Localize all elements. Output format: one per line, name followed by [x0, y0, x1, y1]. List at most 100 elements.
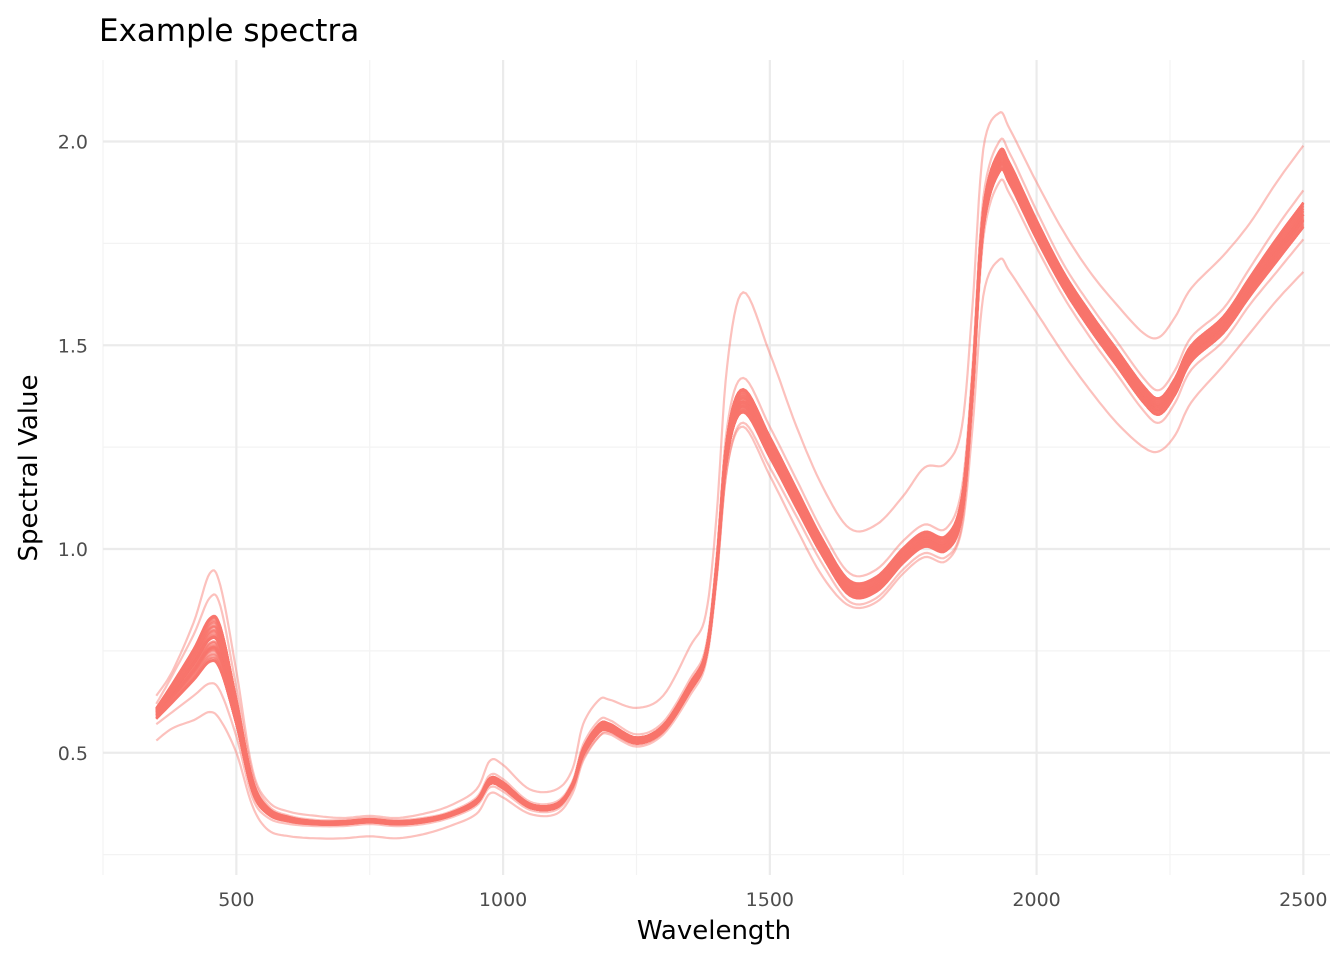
- spectrum-line: [155, 157, 1305, 824]
- spectrum-line: [155, 161, 1305, 825]
- spectrum-line: [155, 111, 1305, 820]
- spectrum-line: [155, 162, 1305, 826]
- spectrum-line: [155, 178, 1305, 828]
- spectrum-line: [155, 147, 1305, 823]
- spectrum-line: [155, 150, 1305, 823]
- spectrum-line: [155, 157, 1305, 824]
- spectrum-line: [155, 154, 1305, 824]
- grid: [102, 60, 1330, 875]
- x-tick-label: 2000: [1012, 889, 1060, 911]
- spectrum-line: [155, 149, 1305, 823]
- spectrum-line: [155, 162, 1305, 825]
- spectrum-line: [155, 154, 1305, 824]
- spectrum-line: [155, 167, 1305, 826]
- spectrum-line: [155, 159, 1305, 825]
- spectrum-line: [155, 159, 1305, 825]
- spectrum-line: [155, 157, 1305, 824]
- spectrum-line: [155, 157, 1305, 824]
- spectrum-line: [155, 148, 1305, 823]
- spectrum-line: [155, 160, 1305, 825]
- spectrum-line: [155, 147, 1305, 823]
- spectrum-line: [155, 147, 1305, 823]
- spectrum-line: [155, 165, 1305, 826]
- spectrum-line: [155, 152, 1305, 823]
- spectrum-line: [155, 153, 1305, 824]
- spectrum-line: [155, 147, 1305, 823]
- spectrum-line: [155, 154, 1305, 824]
- spectrum-line: [155, 147, 1305, 823]
- spectrum-line: [155, 156, 1305, 825]
- spectrum-line: [155, 167, 1305, 826]
- spectrum-line: [155, 148, 1305, 823]
- spectrum-line: [155, 151, 1305, 824]
- spectrum-line: [155, 152, 1305, 824]
- spectrum-line: [155, 159, 1305, 825]
- spectrum-line: [155, 161, 1305, 825]
- spectrum-line: [155, 147, 1305, 823]
- spectrum-line: [155, 147, 1305, 823]
- spectrum-line: [155, 257, 1305, 840]
- y-tick-label: 2.0: [58, 132, 88, 154]
- tick-labels: 500 1000 1500 2000 2500 0.5 1.0 1.5 2.0: [58, 132, 1328, 912]
- spectrum-line: [155, 157, 1305, 824]
- spectrum-line: [155, 166, 1305, 826]
- spectrum-line: [155, 167, 1305, 826]
- spectrum-line: [155, 154, 1305, 824]
- spectrum-line: [155, 163, 1305, 825]
- spectrum-line: [155, 154, 1305, 824]
- y-tick-label: 1.5: [58, 335, 88, 357]
- spectrum-line: [155, 162, 1305, 825]
- spectrum-line: [155, 162, 1305, 825]
- spectrum-line: [155, 162, 1305, 825]
- spectrum-line: [155, 167, 1305, 826]
- spectrum-line: [155, 155, 1305, 824]
- spectrum-line: [155, 168, 1305, 826]
- spectrum-line: [155, 147, 1305, 823]
- spectrum-line: [155, 166, 1305, 826]
- spectrum-line: [155, 151, 1305, 824]
- spectrum-line: [155, 157, 1305, 824]
- spectrum-line: [155, 149, 1305, 823]
- spectrum-line: [155, 157, 1305, 824]
- spectrum-line: [155, 165, 1305, 826]
- spectrum-line: [155, 160, 1305, 825]
- spectrum-line: [155, 164, 1305, 826]
- spectra-lines: [155, 111, 1305, 840]
- spectrum-line: [155, 161, 1305, 825]
- spectrum-line: [155, 152, 1305, 824]
- spectrum-line: [155, 156, 1305, 824]
- spectrum-line: [155, 161, 1305, 825]
- spectrum-line: [155, 157, 1305, 824]
- spectrum-line: [155, 149, 1305, 823]
- spectrum-line: [155, 157, 1305, 824]
- spectrum-line: [155, 157, 1305, 824]
- spectrum-line: [155, 137, 1305, 822]
- spectrum-line: [155, 147, 1305, 823]
- spectrum-line: [155, 167, 1305, 826]
- x-tick-label: 500: [218, 889, 254, 911]
- spectrum-line: [155, 152, 1305, 824]
- x-tick-label: 2500: [1279, 889, 1327, 911]
- x-tick-label: 1000: [479, 889, 527, 911]
- spectrum-line: [155, 156, 1305, 824]
- spectrum-line: [155, 157, 1305, 824]
- spectrum-line: [155, 162, 1305, 825]
- spectrum-line: [155, 167, 1305, 826]
- y-axis-title: Spectral Value: [14, 374, 44, 561]
- spectrum-line: [155, 167, 1305, 826]
- spectrum-line: [155, 167, 1305, 826]
- spectrum-line: [155, 166, 1305, 826]
- spectrum-line: [155, 167, 1305, 826]
- spectrum-line: [155, 148, 1305, 823]
- x-axis-title: Wavelength: [637, 916, 791, 946]
- spectrum-line: [155, 167, 1305, 826]
- spectrum-line: [155, 162, 1305, 825]
- spectrum-line: [155, 150, 1305, 823]
- y-tick-label: 0.5: [58, 743, 88, 765]
- x-tick-label: 1500: [746, 889, 794, 911]
- spectrum-line: [155, 148, 1305, 823]
- spectrum-line: [155, 159, 1305, 824]
- spectrum-line: [155, 167, 1305, 826]
